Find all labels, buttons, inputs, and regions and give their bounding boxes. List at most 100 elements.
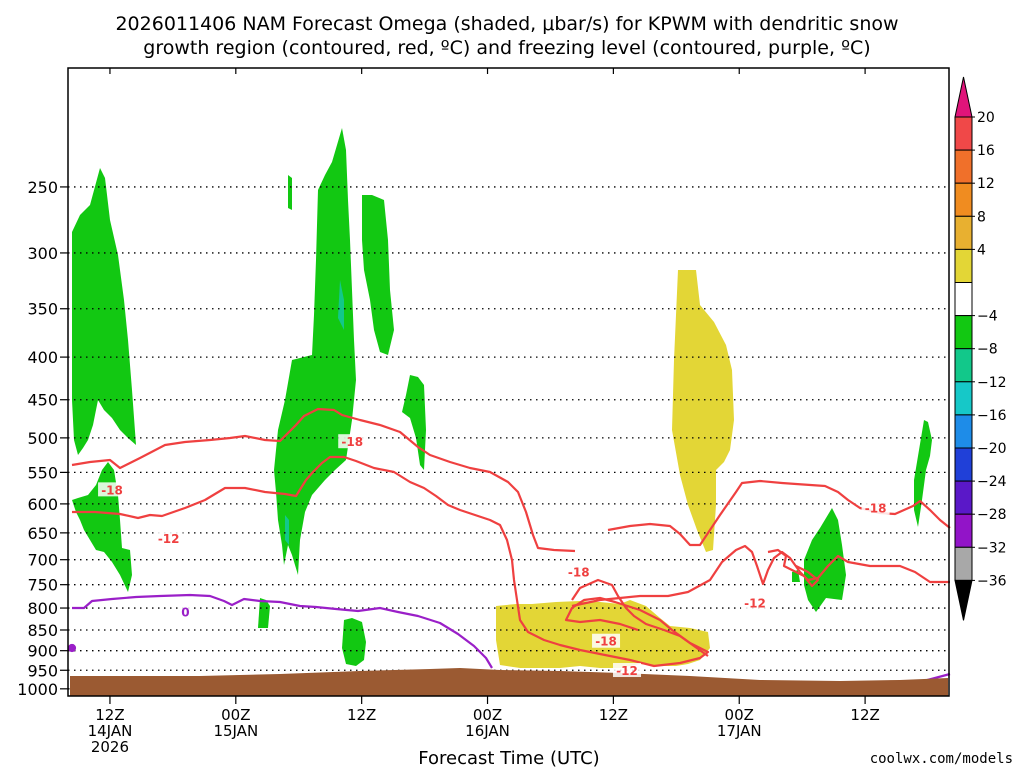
colorbar-label: −20 [977, 441, 1007, 457]
x-axis-title: Forecast Time (UTC) [418, 748, 599, 768]
x-tick-label: 12Z [599, 706, 628, 724]
omega-area-green [362, 195, 394, 355]
omega-area-green [288, 175, 292, 210]
plot-area: -18 -18 -12 -18 -18 -12 -18 -12 0 [67, 67, 951, 697]
colorbar-label: 12 [977, 176, 995, 192]
y-tick-label: 350 [27, 300, 58, 319]
y-tick-label: 600 [27, 495, 58, 514]
contour-label-bg [98, 482, 127, 497]
zero-degree-contour-end [67, 643, 77, 653]
plot-frame [67, 67, 950, 697]
omega-area-green [72, 462, 132, 592]
colorbar-bin [954, 182, 973, 217]
colorbar-label: −4 [977, 309, 998, 325]
colorbar-bin [954, 215, 973, 250]
colorbar: 20 16 12 8 4 −4 −8 −12 −16 −20 −24 −28 −32 −36 [954, 76, 1007, 621]
y-tick-label: 700 [27, 551, 58, 570]
y-tick-label: 650 [27, 524, 58, 543]
y-tick-label: 450 [27, 391, 58, 410]
colorbar-label: 16 [977, 143, 995, 159]
colorbar-bin [954, 116, 973, 151]
contour-label-bg [613, 663, 642, 678]
omega-area-green [914, 420, 932, 527]
colorbar-label: 4 [977, 242, 986, 258]
colorbar-bin [954, 282, 973, 317]
x-tick-label: 12Z [347, 706, 376, 724]
terrain-surface [70, 668, 948, 696]
y-tick-label: 800 [27, 599, 58, 618]
contour-label-bg [338, 434, 367, 449]
contour-label: -18 [865, 502, 887, 516]
contour-labels: -18 -18 -12 -18 -18 -12 -18 -12 0 [98, 434, 890, 678]
x-tick-label: 2026 [91, 738, 129, 756]
x-tick-label: 17JAN [717, 722, 762, 740]
contour-label: -18 [101, 483, 123, 497]
zero-degree-contour [72, 593, 493, 669]
colorbar-bin [954, 248, 973, 283]
colorbar-arrow-top [954, 76, 973, 118]
contour-label: -12 [158, 532, 180, 546]
omega-area-teal [285, 515, 289, 545]
omega-area-green [72, 168, 136, 455]
omega-area-green [274, 128, 356, 575]
omega-area-green [258, 598, 270, 628]
contour-label-bg [740, 595, 769, 610]
y-tick-label: 750 [27, 576, 58, 595]
minus-12-contour-main [72, 455, 710, 668]
omega-shading [72, 128, 932, 668]
contour-label-bg [179, 604, 192, 619]
colorbar-bin [954, 546, 973, 581]
minus-18-contour-east [607, 479, 951, 547]
credit-text: coolwx.com/models [870, 751, 1013, 767]
y-tick-label: 300 [27, 244, 58, 263]
y-tick-label: 950 [27, 661, 58, 680]
contour-label-bg [564, 564, 593, 579]
contour-label: -18 [568, 565, 590, 579]
colorbar-bin [954, 447, 973, 482]
minus-18-contour-loop [571, 578, 709, 657]
minus-12-contour-eddy [767, 548, 820, 588]
colorbar-bin [954, 480, 973, 515]
x-tick-label: 00Z [473, 706, 502, 724]
dendritic-growth-contours [71, 407, 951, 668]
colorbar-label: −24 [977, 474, 1007, 490]
x-tick-label: 15JAN [213, 722, 258, 740]
x-tick-label: 12Z [850, 706, 879, 724]
x-tick-label: 00Z [221, 706, 250, 724]
y-axis: 250 300 350 400 450 500 550 600 650 700 750 800 850 9… [17, 178, 68, 699]
y-tick-label: 250 [27, 178, 58, 197]
colorbar-arrow-bottom [954, 579, 973, 621]
y-tick-label: 850 [27, 621, 58, 640]
colorbar-label: −28 [977, 507, 1007, 523]
contour-label-bg [592, 633, 621, 648]
colorbar-label: −36 [977, 573, 1007, 589]
y-tick-label: 500 [27, 429, 58, 448]
y-tick-label: 900 [27, 642, 58, 661]
contour-label: -18 [595, 635, 617, 649]
contour-label-bg [861, 500, 890, 515]
colorbar-bin [954, 381, 973, 416]
x-tick-label: 14JAN [88, 722, 133, 740]
y-tick-label: 400 [27, 348, 58, 367]
y-tick-label: 550 [27, 463, 58, 482]
x-tick-label: 16JAN [465, 722, 510, 740]
colorbar-label: −12 [977, 375, 1007, 391]
chart-title-line-2: growth region (contoured, red, ºC) and f… [143, 37, 870, 59]
colorbar-label: 8 [977, 209, 986, 225]
omega-area-green [402, 375, 426, 470]
colorbar-label: 20 [977, 110, 995, 126]
colorbar-bin [954, 513, 973, 548]
x-tick-label: 12Z [95, 706, 124, 724]
colorbar-bin [954, 414, 973, 449]
contour-label: -18 [341, 435, 363, 449]
colorbar-bin [954, 149, 973, 184]
chart-title-line-1: 2026011406 NAM Forecast Omega (shaded, μ… [115, 13, 898, 35]
y-tick-label: 1000 [17, 680, 58, 699]
contour-label: 0 [181, 606, 189, 620]
omega-area-teal [338, 280, 344, 330]
omega-area-yellow [672, 270, 734, 552]
minus-18-contour-west [71, 407, 576, 553]
colorbar-label: −8 [977, 342, 998, 358]
